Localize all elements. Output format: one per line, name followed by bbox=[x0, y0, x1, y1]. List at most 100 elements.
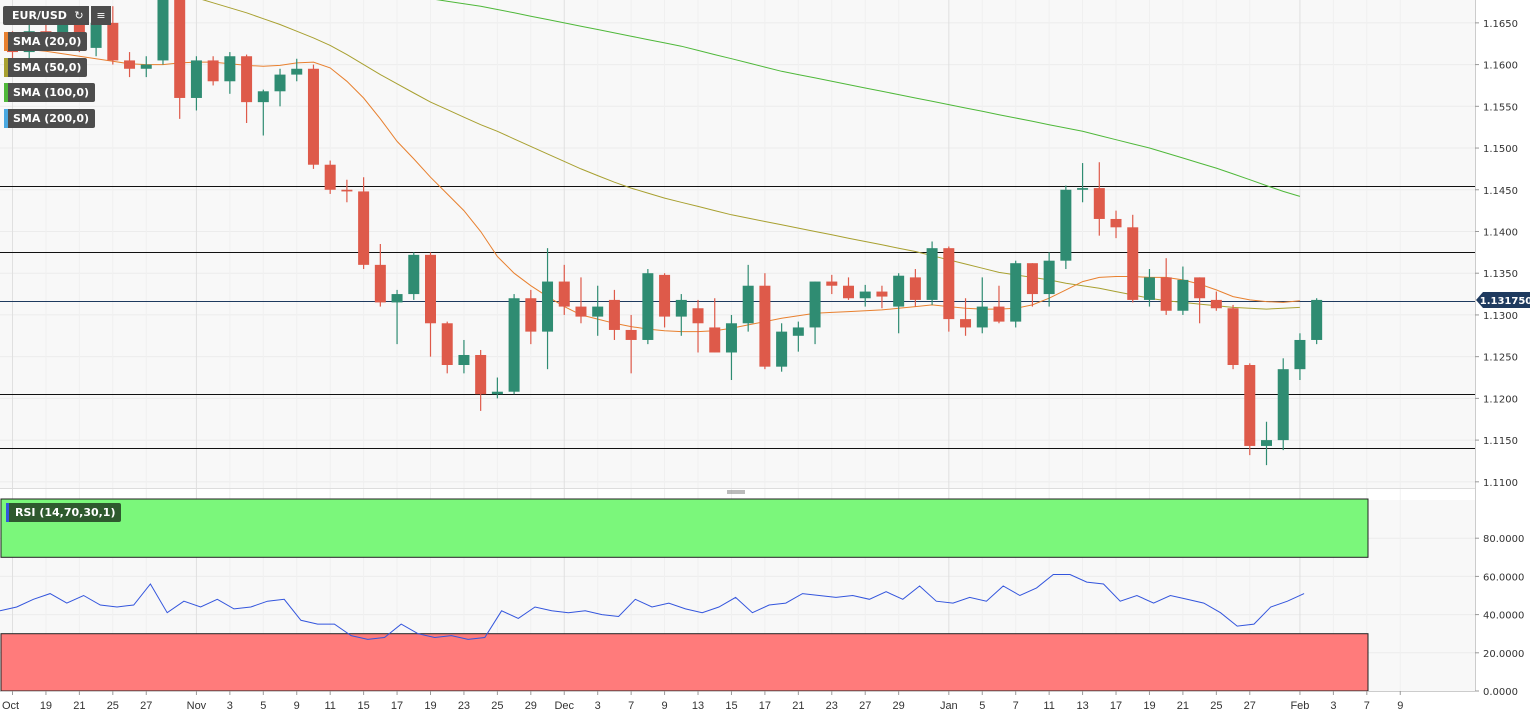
candle bbox=[224, 52, 236, 94]
sma-200-label[interactable]: SMA (200,0) bbox=[4, 109, 96, 128]
candle-body-down bbox=[374, 264, 386, 303]
time-tick-label: Jan bbox=[940, 700, 958, 712]
candle-body-up bbox=[1077, 188, 1089, 190]
time-tick-label: 19 bbox=[1143, 700, 1155, 712]
sma-50-label[interactable]: SMA (50,0) bbox=[4, 58, 88, 77]
candle-body-down bbox=[307, 68, 319, 165]
candle-body-down bbox=[241, 56, 253, 103]
candle-body-down bbox=[575, 306, 587, 317]
candle bbox=[826, 274, 838, 295]
candle-body-down bbox=[993, 306, 1005, 322]
candle bbox=[809, 281, 821, 345]
candle bbox=[1143, 269, 1155, 307]
pane-resize-handle[interactable] bbox=[727, 490, 745, 494]
candle bbox=[1277, 358, 1289, 451]
gridlines bbox=[0, 0, 1475, 691]
candle-body-up bbox=[776, 331, 788, 367]
time-tick-label: 27 bbox=[1244, 700, 1256, 712]
time-tick-label: 17 bbox=[759, 700, 771, 712]
time-tick-label: 3 bbox=[595, 700, 601, 712]
candle-body-up bbox=[893, 275, 905, 307]
candle bbox=[1160, 258, 1172, 315]
candle bbox=[241, 54, 253, 123]
candle-body-down bbox=[659, 274, 671, 317]
candle-body-down bbox=[1244, 365, 1256, 446]
candle-body-up bbox=[1060, 189, 1072, 261]
candle-body-down bbox=[107, 22, 119, 61]
time-tick-label: 7 bbox=[1013, 700, 1019, 712]
time-tick-label: 23 bbox=[458, 700, 470, 712]
candle bbox=[642, 269, 654, 345]
candle-body-down bbox=[525, 298, 537, 332]
rsi-tick-label: 40.0000 bbox=[1483, 611, 1524, 622]
candle bbox=[1261, 421, 1272, 466]
candle bbox=[993, 285, 1005, 324]
sma-20-label[interactable]: SMA (20,0) bbox=[4, 32, 88, 51]
candle bbox=[659, 273, 671, 328]
candle bbox=[592, 285, 604, 336]
candle-body-up bbox=[257, 91, 269, 103]
candle-body-up bbox=[809, 281, 821, 328]
candle-body-down bbox=[943, 248, 955, 320]
candle bbox=[792, 321, 804, 352]
time-tick-label: 25 bbox=[1210, 700, 1222, 712]
candle bbox=[491, 377, 503, 399]
candle-body-up bbox=[1177, 279, 1189, 311]
candle bbox=[1127, 214, 1139, 303]
candle bbox=[926, 241, 938, 305]
rsi-tick-label: 80.0000 bbox=[1483, 534, 1524, 545]
time-tick-label: 15 bbox=[357, 700, 369, 712]
candle bbox=[257, 89, 269, 136]
time-tick-label: 25 bbox=[491, 700, 503, 712]
time-axis: Oct 19 21 25 27 Nov 3 5 9 11 15 17 19 23 25 29 Dec 3 7 9 13 1… bbox=[2, 691, 1403, 712]
chart-type-button[interactable]: ≡ bbox=[91, 6, 111, 25]
candle bbox=[608, 289, 620, 340]
candle bbox=[759, 273, 771, 370]
support-resistance-levels bbox=[0, 186, 1475, 449]
candle-body-down bbox=[1093, 188, 1105, 219]
candle bbox=[843, 277, 854, 300]
price-tick-label: 1.1150 bbox=[1483, 436, 1518, 447]
time-tick-label: 29 bbox=[525, 700, 537, 712]
rsi-text: RSI (14,70,30,1) bbox=[15, 506, 116, 519]
candle-body-down bbox=[960, 319, 972, 328]
time-tick-label: Oct bbox=[2, 700, 19, 712]
time-tick-label: 15 bbox=[725, 700, 737, 712]
price-axis: 1.1100 1.1150 1.1200 1.1250 1.1300 1.1350 1.14… bbox=[1475, 19, 1518, 489]
candle-body-down bbox=[207, 60, 219, 82]
candle bbox=[1311, 298, 1323, 345]
time-tick-label: 13 bbox=[1076, 700, 1088, 712]
sma-100-label[interactable]: SMA (100,0) bbox=[4, 83, 96, 102]
candle-body-up bbox=[1294, 339, 1306, 370]
candle bbox=[1294, 333, 1306, 381]
candle-body-up bbox=[224, 56, 236, 82]
candle-body-down bbox=[826, 281, 838, 286]
time-tick-label: 5 bbox=[260, 700, 266, 712]
sma-50-swatch bbox=[4, 58, 8, 77]
time-tick-label: 13 bbox=[692, 700, 704, 712]
sma-200-swatch bbox=[4, 109, 8, 128]
rsi-label[interactable]: RSI (14,70,30,1) bbox=[6, 503, 122, 522]
candle-body-down bbox=[625, 329, 637, 340]
rsi-zones bbox=[0, 498, 1369, 692]
candle bbox=[675, 294, 687, 336]
symbol-label[interactable]: EUR/USD bbox=[3, 6, 73, 25]
candle bbox=[776, 323, 788, 372]
time-tick-label: Dec bbox=[554, 700, 574, 712]
candle-body-down bbox=[441, 323, 453, 365]
candle bbox=[1177, 266, 1189, 315]
candle-body-down bbox=[341, 189, 353, 192]
price-tick-label: 1.1600 bbox=[1483, 61, 1518, 72]
candle bbox=[1077, 163, 1089, 203]
time-tick-label: 19 bbox=[424, 700, 436, 712]
candle-body-down bbox=[608, 299, 620, 330]
candle bbox=[425, 252, 436, 357]
candle-body-up bbox=[792, 327, 804, 336]
candle bbox=[909, 269, 921, 307]
refresh-button[interactable]: ↻ bbox=[69, 6, 89, 25]
candle bbox=[107, 6, 119, 65]
candle-body-up bbox=[926, 248, 938, 300]
candle bbox=[893, 273, 905, 334]
candle-body-down bbox=[1110, 218, 1122, 228]
